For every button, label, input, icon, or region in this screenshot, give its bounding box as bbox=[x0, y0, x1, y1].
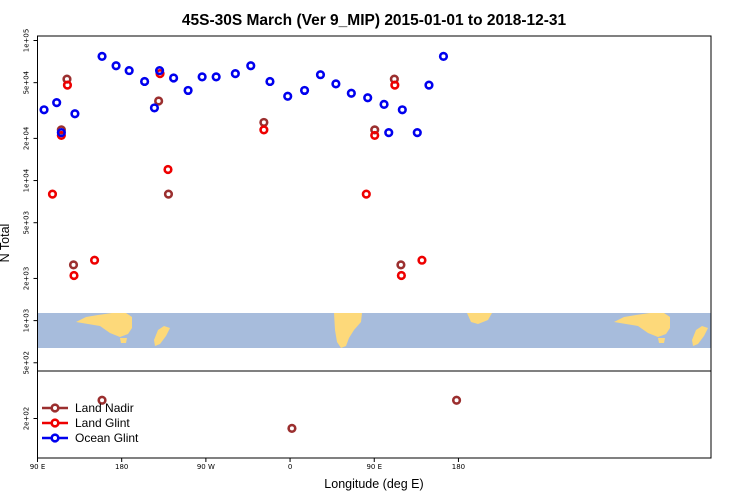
new-zealand-land bbox=[154, 326, 170, 346]
x-tick-label: 90 W bbox=[197, 463, 215, 471]
world-map-strip bbox=[37, 313, 711, 348]
y-tick-label: 5e+04 bbox=[23, 70, 31, 94]
y-tick-label: 2e+04 bbox=[23, 126, 31, 150]
ocean-glint-point bbox=[379, 99, 389, 109]
ocean-glint-point bbox=[197, 72, 207, 82]
tasmania-land-repeat bbox=[658, 338, 665, 343]
y-tick-label: 1e+04 bbox=[23, 168, 31, 192]
land-glint-point bbox=[370, 130, 380, 141]
land-glint-point bbox=[69, 270, 79, 281]
x-tick-label: 180 bbox=[452, 463, 465, 471]
x-tick-label: 180 bbox=[115, 463, 128, 471]
land-nadir-point bbox=[287, 423, 297, 433]
ocean-glint-point bbox=[140, 76, 150, 87]
ocean-glint-point bbox=[283, 91, 293, 101]
ocean-glint-point bbox=[299, 85, 310, 96]
land-glint-point bbox=[417, 255, 427, 265]
new-zealand-land-repeat bbox=[692, 326, 708, 346]
land-nadir-point bbox=[259, 117, 269, 128]
ocean-glint-point bbox=[397, 105, 407, 115]
ocean-glint-legend-marker bbox=[50, 433, 60, 443]
land-glint-legend-marker bbox=[50, 418, 60, 428]
plot-frame bbox=[37, 35, 712, 459]
chart-title: 45S-30S March (Ver 9_MIP) 2015-01-01 to … bbox=[182, 12, 567, 29]
x-axis-label: Longitude (deg E) bbox=[324, 477, 423, 491]
ocean-glint-point bbox=[111, 61, 121, 71]
ocean-glint-point bbox=[124, 65, 134, 76]
land-glint-point bbox=[361, 189, 371, 199]
ocean-glint-point bbox=[315, 70, 326, 80]
south-america-land bbox=[334, 313, 362, 348]
map-ocean-band bbox=[37, 313, 711, 348]
x-tick-label: 0 bbox=[288, 463, 292, 471]
ocean-glint-point bbox=[412, 127, 422, 138]
land-nadir-legend-marker bbox=[50, 403, 60, 413]
australia-land-repeat bbox=[614, 313, 670, 337]
y-tick-label: 1e+05 bbox=[23, 29, 31, 53]
land-glint-point bbox=[47, 189, 58, 199]
ocean-glint-point bbox=[39, 105, 49, 115]
land-glint-point bbox=[396, 270, 406, 281]
ocean-glint-point bbox=[384, 127, 394, 138]
ocean-glint-point bbox=[183, 85, 193, 96]
ocean-glint-point bbox=[424, 80, 434, 90]
south-africa-land bbox=[467, 313, 492, 324]
ocean-glint-point bbox=[56, 127, 66, 138]
ocean-glint-point bbox=[154, 65, 165, 76]
land-nadir-point bbox=[451, 395, 462, 405]
australia-land bbox=[76, 313, 132, 337]
ocean-glint-point bbox=[246, 61, 256, 71]
land-nadir-point bbox=[68, 260, 79, 270]
land-glint-point bbox=[390, 80, 400, 90]
ocean-glint-legend-label: Ocean Glint bbox=[75, 431, 139, 445]
land-nadir-point bbox=[163, 189, 174, 199]
land-nadir-legend-label: Land Nadir bbox=[75, 401, 134, 415]
y-tick-label: 2e+02 bbox=[23, 407, 31, 431]
land-glint-point bbox=[163, 164, 173, 175]
ocean-glint-point bbox=[169, 73, 179, 83]
y-tick-label: 5e+02 bbox=[23, 351, 31, 375]
ocean-glint-point bbox=[97, 51, 107, 61]
land-glint-point bbox=[259, 125, 269, 135]
land-nadir-point bbox=[396, 260, 406, 270]
ocean-glint-point bbox=[346, 88, 356, 98]
y-tick-label: 2e+03 bbox=[23, 267, 31, 291]
ocean-glint-point bbox=[52, 98, 62, 108]
y-tick-label: 1e+03 bbox=[23, 309, 31, 333]
land-glint-point bbox=[89, 255, 100, 265]
land-glint-legend-label: Land Glint bbox=[75, 416, 130, 430]
y-axis-label: N Total bbox=[0, 224, 12, 263]
ocean-glint-point bbox=[230, 69, 240, 79]
ocean-glint-point bbox=[331, 79, 341, 89]
land-nadir-point bbox=[154, 96, 164, 106]
ocean-glint-point bbox=[70, 109, 80, 119]
ocean-glint-point bbox=[438, 51, 449, 61]
ocean-glint-point bbox=[265, 76, 275, 87]
ocean-glint-point bbox=[363, 93, 373, 103]
x-tick-label: 90 E bbox=[366, 463, 382, 471]
land-nadir-point bbox=[97, 395, 107, 405]
y-tick-label: 5e+03 bbox=[23, 211, 31, 235]
x-tick-label: 90 E bbox=[30, 463, 46, 471]
ocean-glint-point bbox=[149, 103, 160, 113]
land-glint-point bbox=[62, 80, 73, 90]
ocean-glint-point bbox=[211, 72, 221, 82]
tasmania-land bbox=[120, 338, 127, 343]
